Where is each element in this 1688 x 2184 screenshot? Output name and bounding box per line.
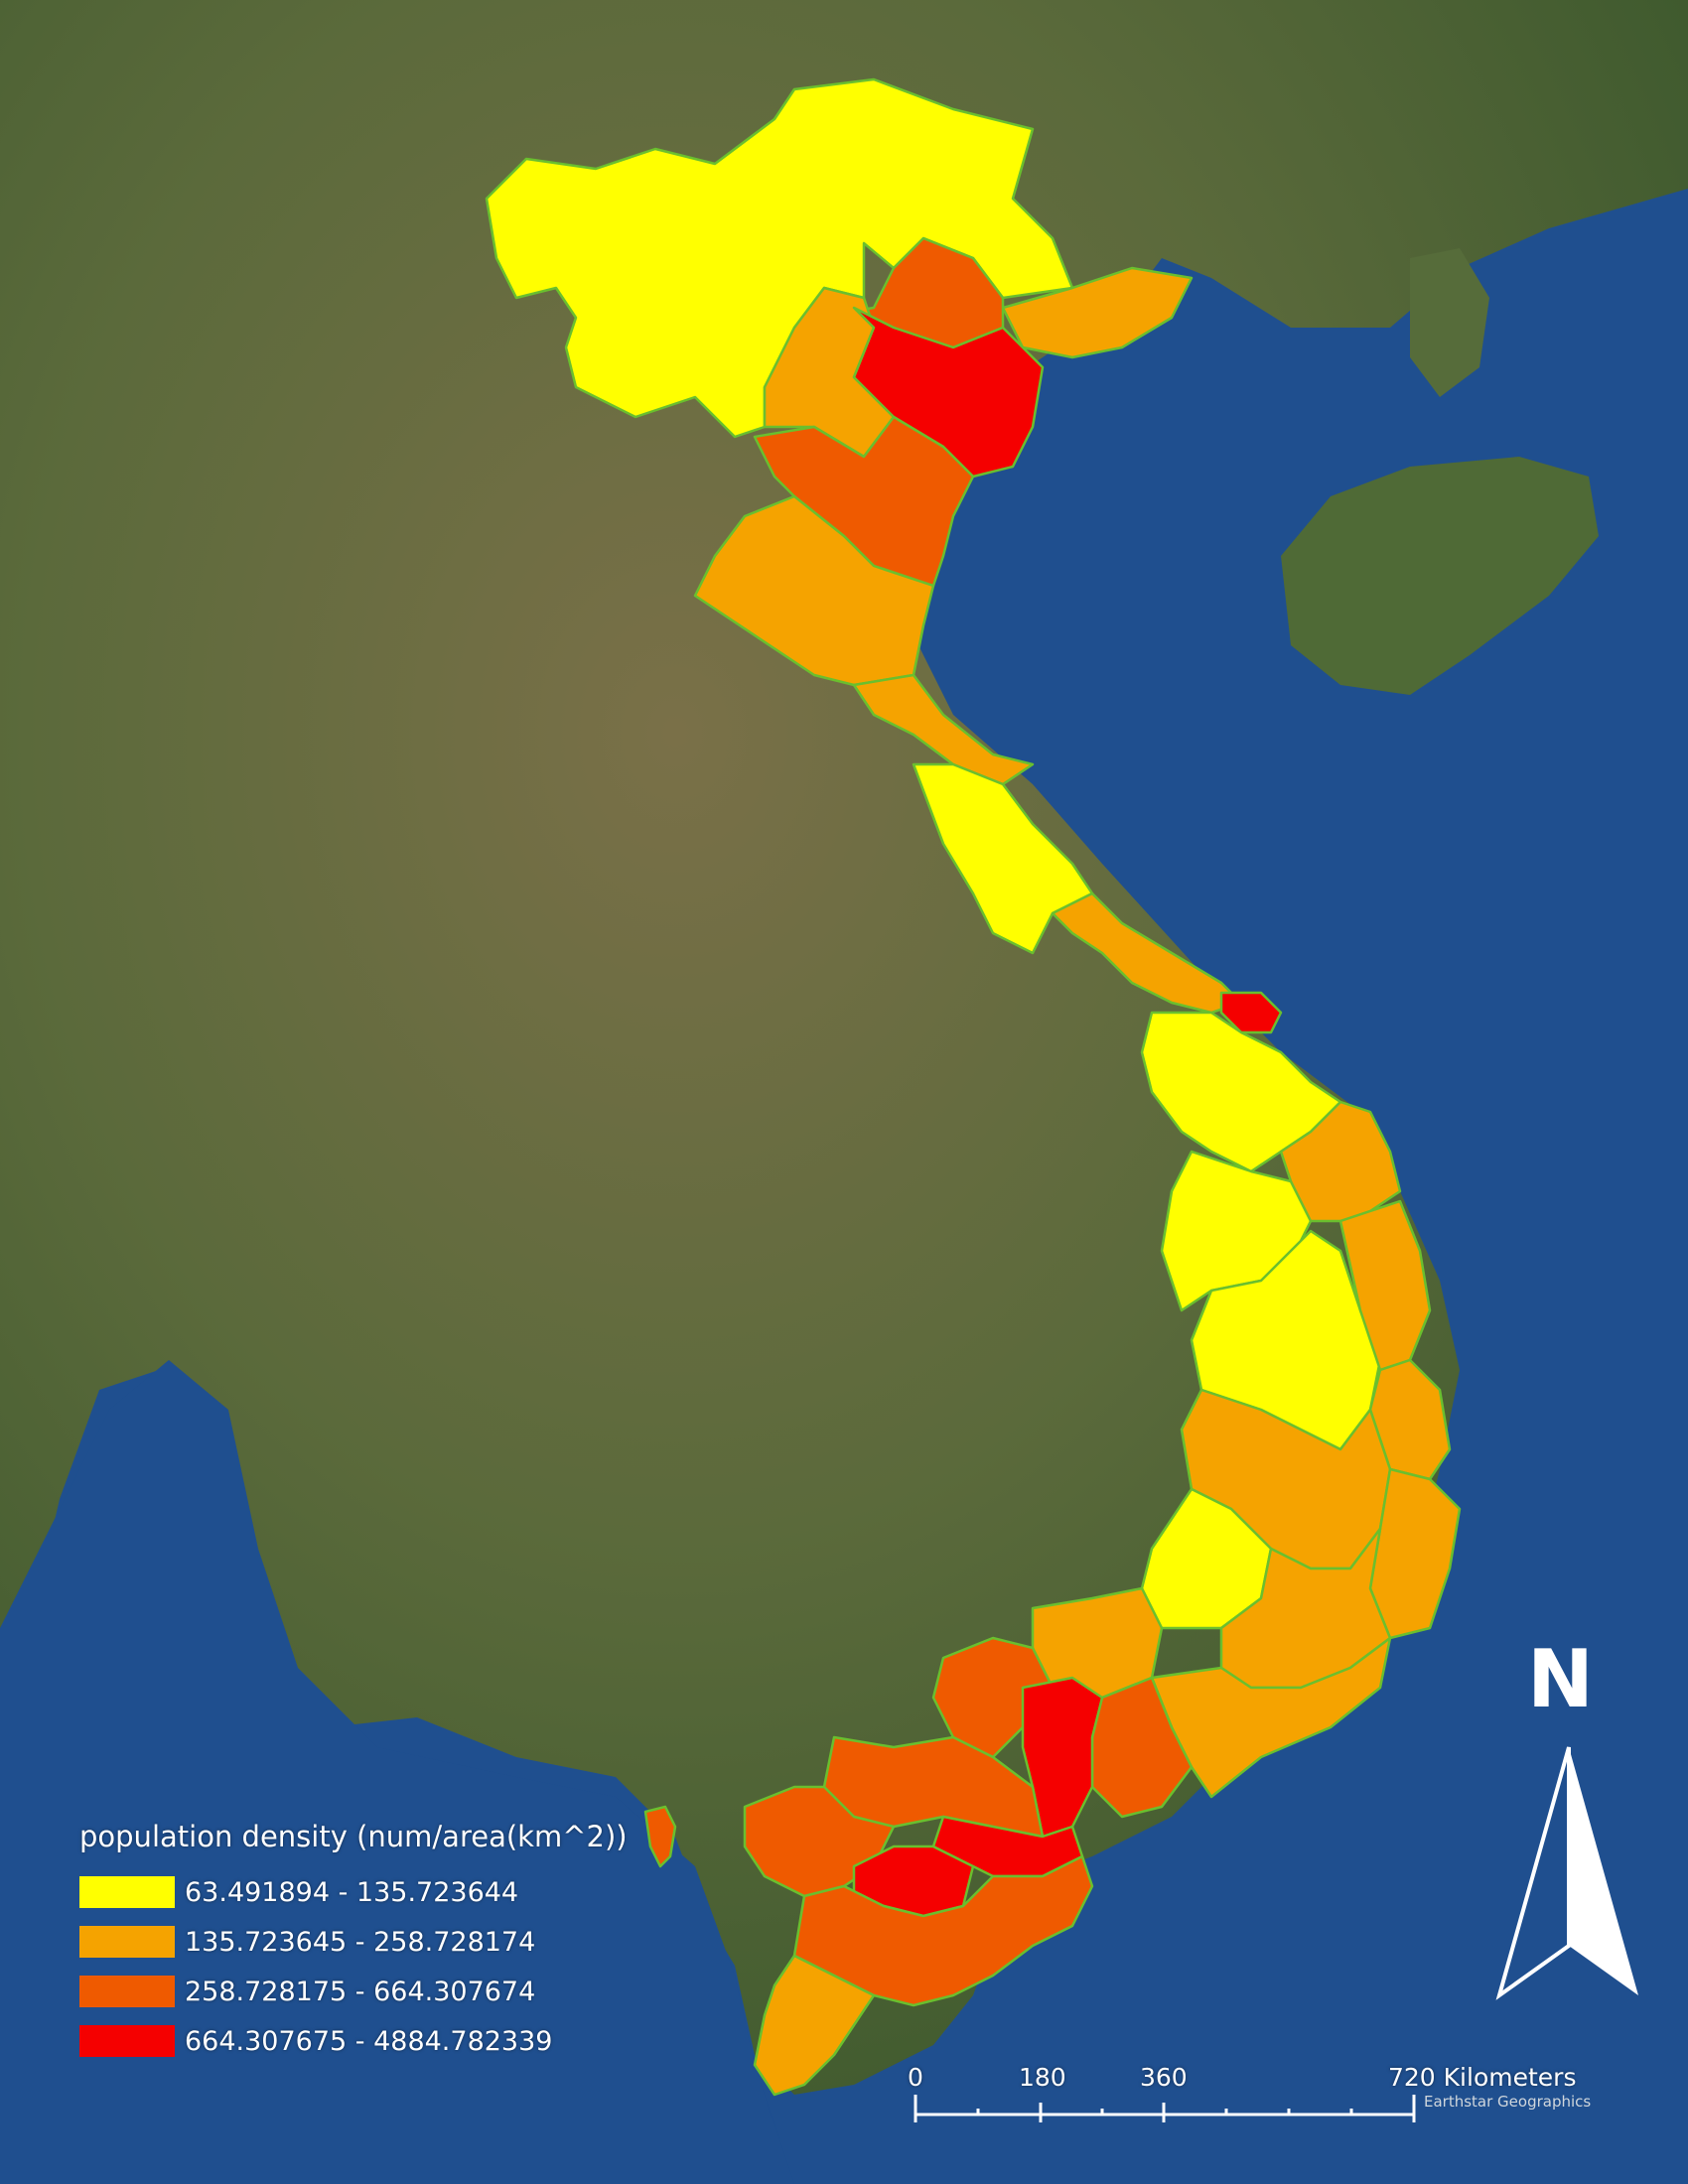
- province-quang-ninh[interactable]: [1001, 266, 1194, 359]
- province-red-river-delta[interactable]: [852, 306, 1045, 478]
- scale-bar: [914, 2095, 1416, 2122]
- province-binh-dinh[interactable]: [1338, 1199, 1432, 1372]
- legend-label: 135.723645 - 258.728174: [185, 1926, 536, 1958]
- hainan-island: [1281, 457, 1599, 695]
- legend-swatch-yellow: [79, 1876, 175, 1908]
- legend-swatch-orange-red: [79, 1976, 175, 2007]
- legend-item: 63.491894 - 135.723644: [79, 1867, 635, 1917]
- province-ca-mau[interactable]: [753, 1954, 876, 2097]
- north-label: N: [1527, 1633, 1594, 1725]
- scale-tick-180: 180: [1019, 2063, 1066, 2092]
- gulf-of-thailand: [0, 1360, 794, 2184]
- north-arrow-icon: [1495, 1746, 1638, 2000]
- map-legend: population density (num/area(km^2)) 63.4…: [79, 1820, 635, 2066]
- legend-label: 63.491894 - 135.723644: [185, 1876, 519, 1908]
- vietnam-provinces: [485, 77, 1462, 2097]
- legend-label: 258.728175 - 664.307674: [185, 1976, 536, 2007]
- leizhou-peninsula: [1410, 248, 1489, 397]
- attribution-text: Earthstar Geographics: [1424, 2093, 1592, 2111]
- legend-label: 664.307675 - 4884.782339: [185, 2025, 553, 2057]
- province-thanh-hoa[interactable]: [693, 494, 935, 687]
- island-phu-quoc[interactable]: [643, 1805, 677, 1868]
- legend-swatch-orange: [79, 1926, 175, 1958]
- province-quang-ngai[interactable]: [1279, 1100, 1402, 1223]
- scale-tick-0: 0: [908, 2063, 923, 2092]
- legend-item: 135.723645 - 258.728174: [79, 1917, 635, 1967]
- legend-item: 258.728175 - 664.307674: [79, 1967, 635, 2016]
- scale-tick-360: 360: [1140, 2063, 1188, 2092]
- legend-swatch-red: [79, 2025, 175, 2057]
- province-quang-tri[interactable]: [1051, 891, 1243, 1015]
- scale-tick-720: 720 Kilometers: [1388, 2063, 1577, 2092]
- legend-item: 664.307675 - 4884.782339: [79, 2016, 635, 2066]
- province-ho-chi-minh-city[interactable]: [1021, 1676, 1104, 1839]
- province-da-nang[interactable]: [1219, 991, 1283, 1034]
- legend-title: population density (num/area(km^2)): [79, 1820, 628, 1853]
- province-nghe-an[interactable]: [852, 673, 1035, 786]
